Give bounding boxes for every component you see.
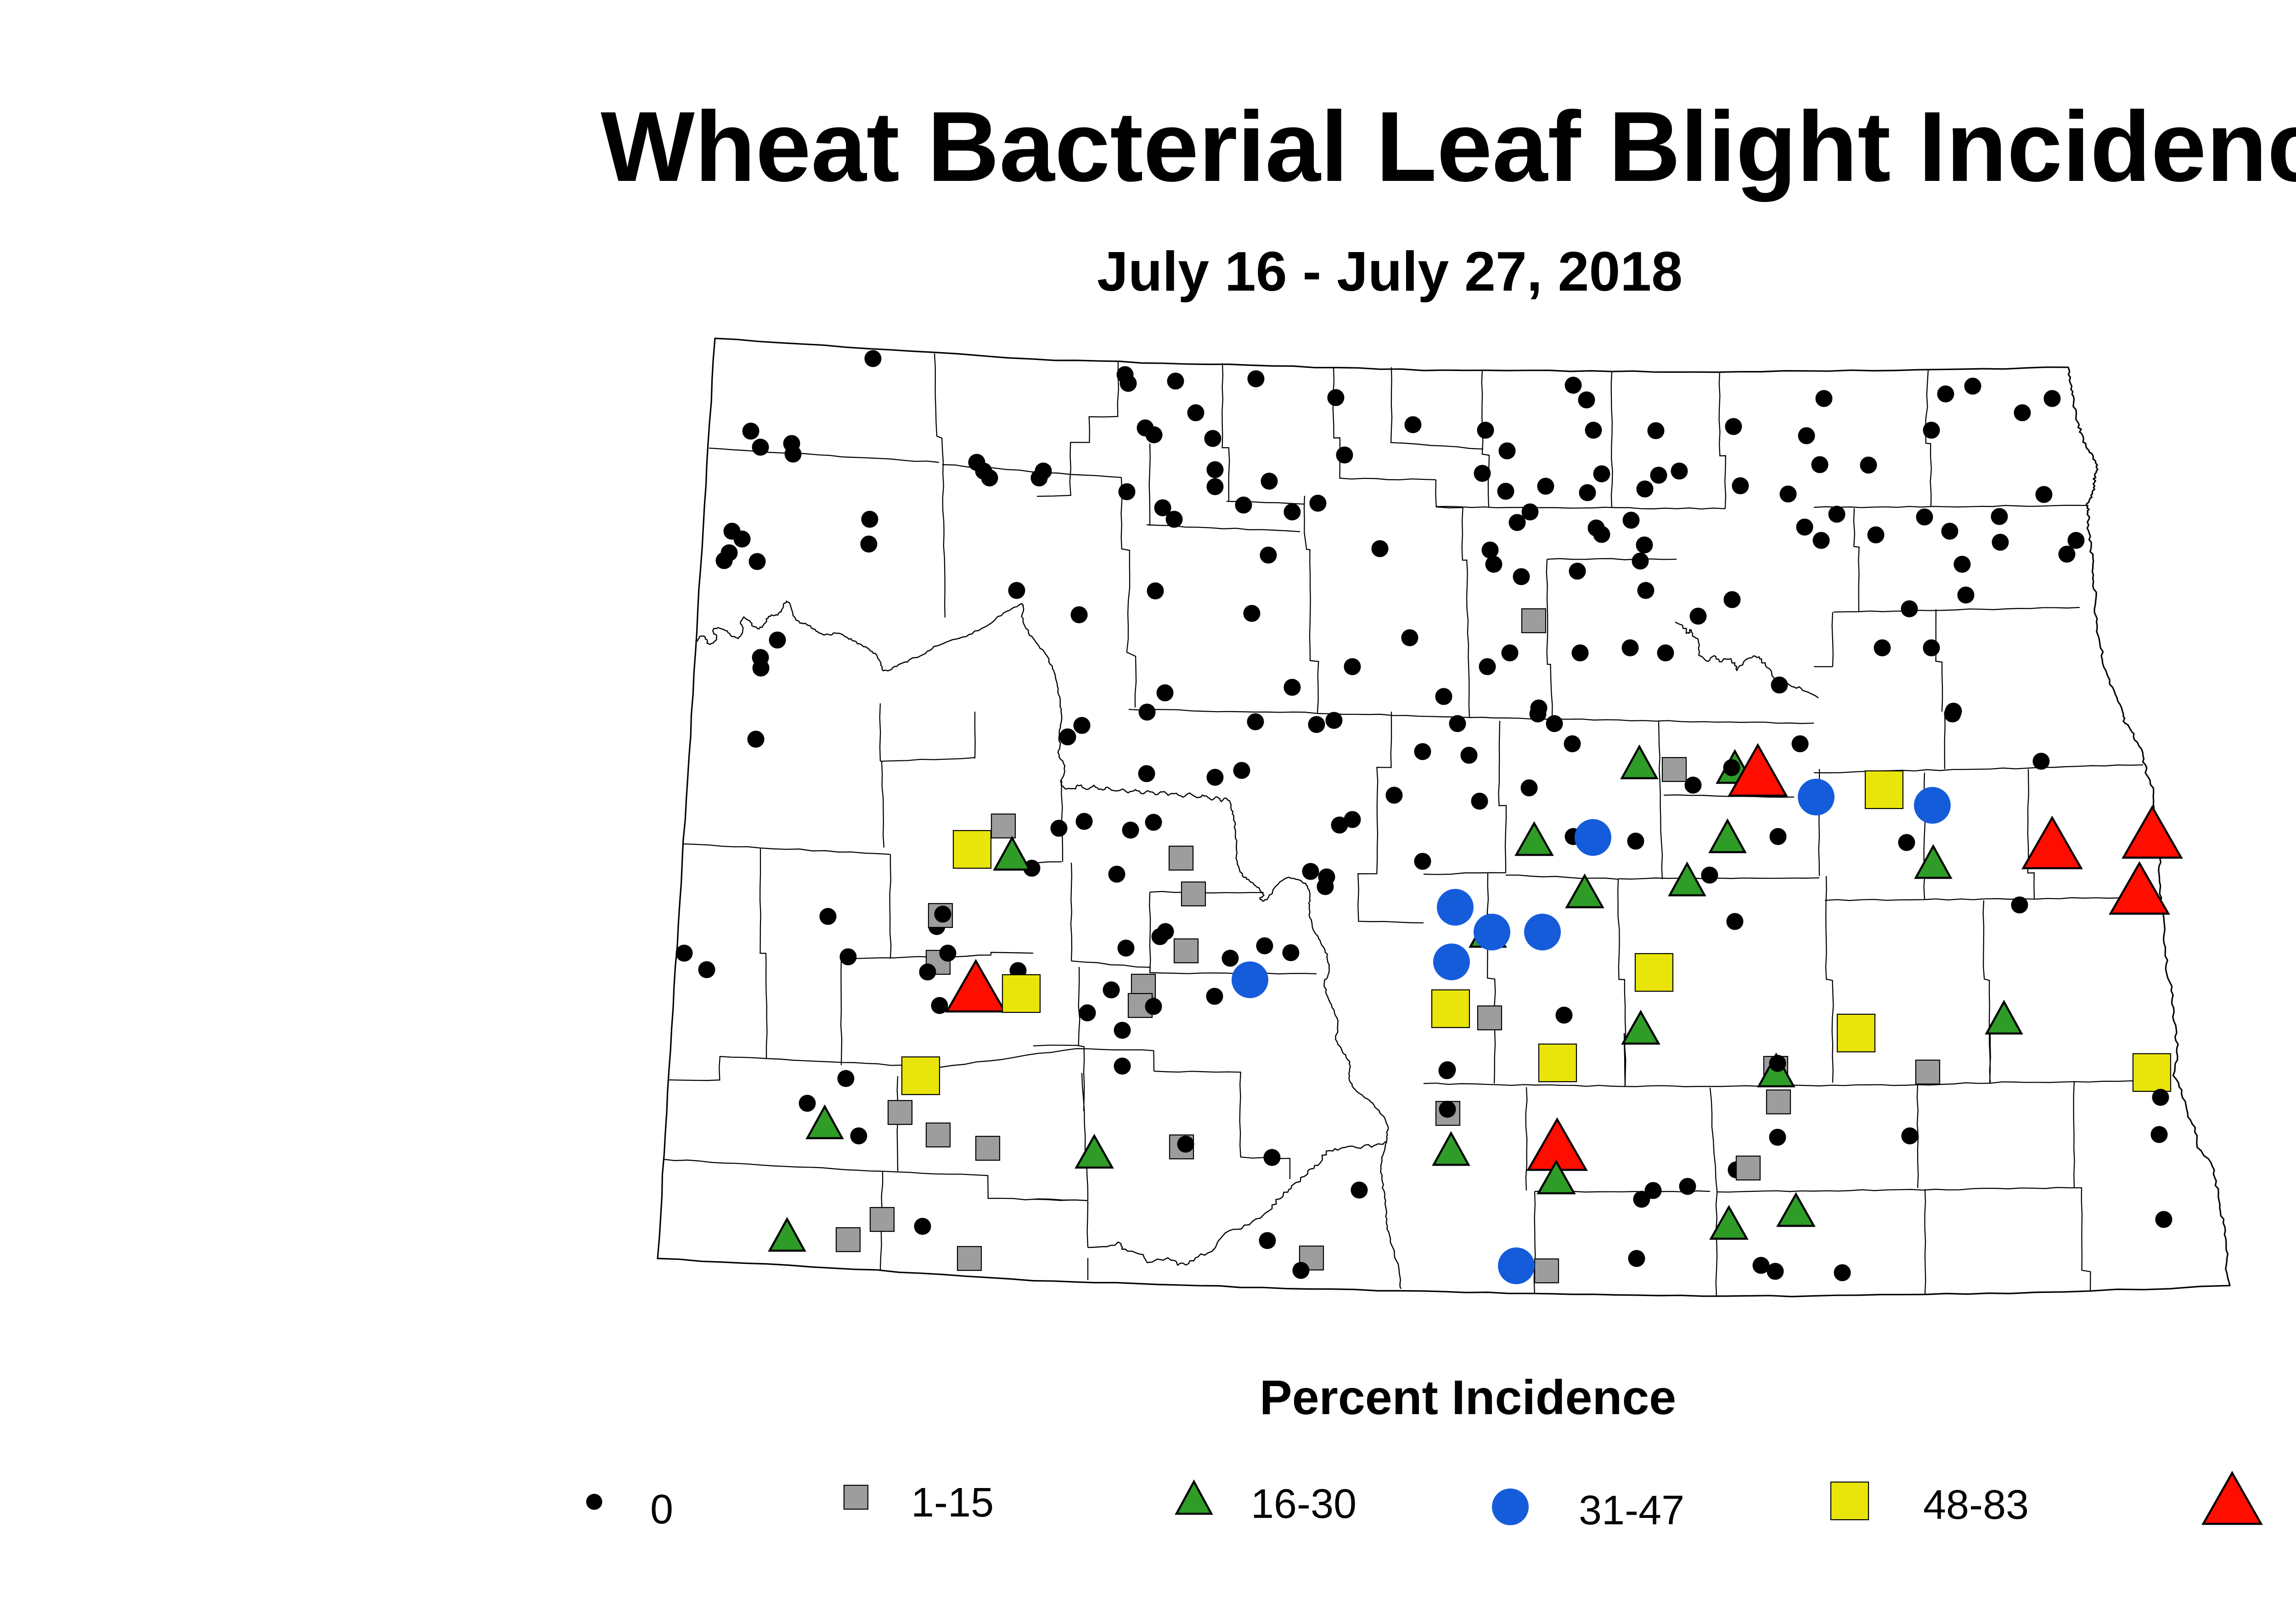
- svg-text:0: 0: [650, 1487, 673, 1533]
- svg-text:Wheat Bacterial Leaf Blight In: Wheat Bacterial Leaf Blight Incidence: [601, 91, 2296, 202]
- svg-text:July 16 - July 27, 2018: July 16 - July 27, 2018: [1097, 240, 1683, 303]
- svg-text:48-83: 48-83: [1923, 1482, 2029, 1528]
- svg-text:Percent Incidence: Percent Incidence: [1260, 1370, 1676, 1425]
- svg-text:16-30: 16-30: [1251, 1481, 1356, 1527]
- svg-text:31-47: 31-47: [1579, 1488, 1684, 1533]
- svg-text:1-15: 1-15: [911, 1480, 994, 1526]
